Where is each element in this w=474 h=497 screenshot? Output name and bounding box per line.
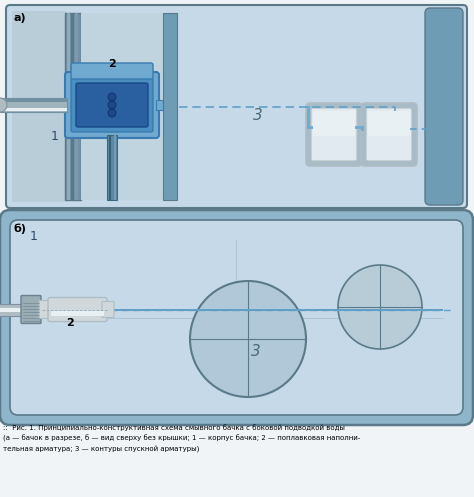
Circle shape — [108, 101, 116, 109]
Text: ::  Рис. 1. Принципиально-конструктивная схема смывного бачка с боковой подводко: :: Рис. 1. Принципиально-конструктивная … — [3, 424, 345, 431]
Bar — [0, 99, 67, 102]
FancyBboxPatch shape — [76, 83, 148, 127]
Circle shape — [108, 109, 116, 117]
FancyBboxPatch shape — [10, 220, 463, 415]
Bar — [113, 309, 443, 311]
Bar — [65, 13, 81, 200]
FancyBboxPatch shape — [12, 11, 67, 202]
Text: тельная арматура; 3 — контуры спускной арматуры): тельная арматура; 3 — контуры спускной а… — [3, 446, 200, 453]
FancyBboxPatch shape — [48, 298, 107, 322]
Bar — [156, 100, 163, 110]
Bar — [0, 108, 67, 111]
Bar — [75, 13, 78, 200]
FancyBboxPatch shape — [361, 103, 417, 166]
Bar — [71, 13, 74, 200]
FancyBboxPatch shape — [71, 78, 153, 132]
Text: 2: 2 — [66, 319, 74, 329]
Text: б): б) — [14, 224, 27, 235]
Circle shape — [190, 281, 306, 397]
Bar — [67, 13, 70, 200]
Text: 3: 3 — [253, 107, 263, 122]
Bar — [81, 13, 163, 200]
Text: 1: 1 — [30, 230, 38, 243]
Text: 2: 2 — [108, 59, 116, 69]
Bar — [163, 13, 177, 200]
Bar — [107, 135, 117, 200]
Circle shape — [0, 98, 7, 112]
Bar — [0, 308, 25, 312]
FancyBboxPatch shape — [0, 210, 473, 425]
Text: а): а) — [14, 13, 27, 23]
Text: (а — бачок в разрезе, б — вид сверху без крышки; 1 — корпус бачка; 2 — поплавков: (а — бачок в разрезе, б — вид сверху без… — [3, 435, 360, 442]
FancyBboxPatch shape — [425, 8, 463, 205]
Text: 3: 3 — [251, 343, 261, 358]
Bar — [51, 311, 104, 316]
Text: 1: 1 — [51, 131, 59, 144]
FancyBboxPatch shape — [368, 111, 410, 136]
FancyBboxPatch shape — [39, 301, 51, 319]
FancyBboxPatch shape — [311, 108, 357, 161]
Bar — [0, 304, 25, 316]
FancyBboxPatch shape — [6, 5, 467, 208]
Circle shape — [108, 93, 116, 101]
FancyBboxPatch shape — [21, 296, 41, 324]
Circle shape — [338, 265, 422, 349]
Bar — [109, 135, 111, 200]
FancyBboxPatch shape — [306, 103, 362, 166]
FancyBboxPatch shape — [71, 63, 153, 79]
FancyBboxPatch shape — [313, 111, 355, 136]
Bar — [114, 135, 116, 200]
Bar — [177, 13, 459, 200]
FancyBboxPatch shape — [102, 302, 114, 318]
Bar — [0, 98, 67, 112]
FancyBboxPatch shape — [65, 72, 159, 138]
FancyBboxPatch shape — [366, 108, 412, 161]
